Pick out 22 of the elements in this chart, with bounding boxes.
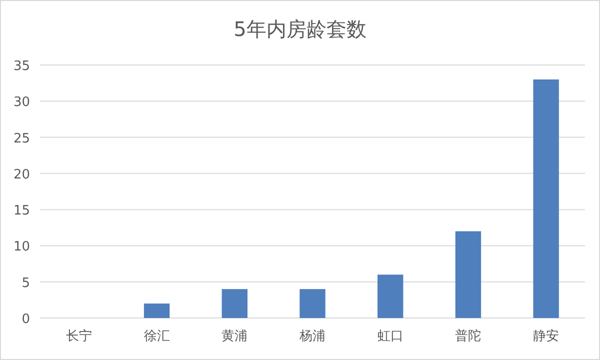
bar [300,289,326,318]
chart-title: 5年内房龄套数 [234,17,366,41]
y-tick-label: 15 [13,204,30,219]
bar [144,304,170,318]
x-tick-label: 普陀 [455,328,482,344]
y-tick-label: 20 [13,167,30,182]
y-tick-label: 0 [22,312,30,327]
x-tick-label: 徐汇 [144,329,170,344]
y-tick-label: 35 [13,59,30,74]
x-tick-label: 静安 [533,328,560,344]
y-tick-label: 25 [13,131,30,146]
x-tick-label: 杨浦 [298,329,326,344]
bar [533,79,559,318]
x-tick-label: 长宁 [66,328,92,344]
y-tick-label: 10 [13,240,30,255]
x-tick-label: 虹口 [377,329,404,344]
x-tick-label: 黄浦 [222,329,248,344]
bar [455,231,482,318]
bar [378,274,404,318]
y-tick-label: 5 [22,276,30,291]
y-tick-label: 30 [13,95,30,110]
bar [222,289,248,318]
